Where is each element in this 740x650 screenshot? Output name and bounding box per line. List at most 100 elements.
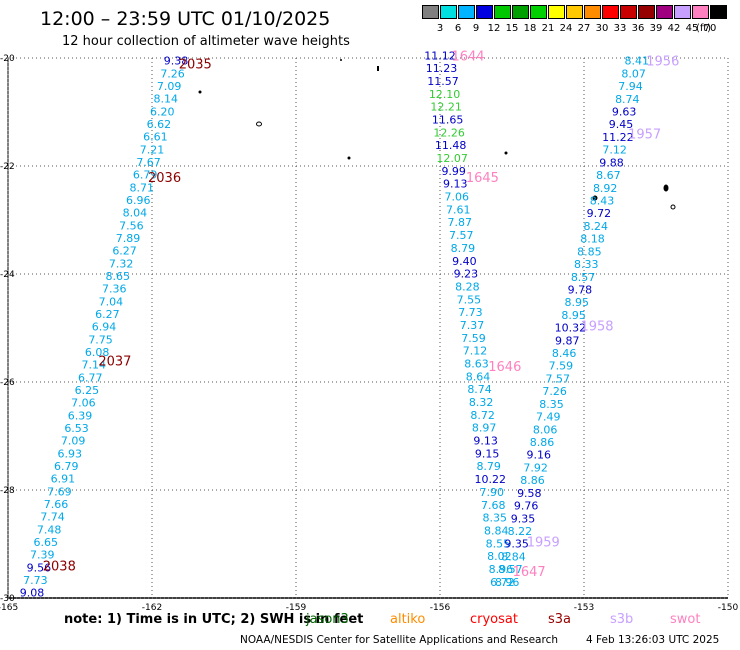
wave-height-value: 7.55 <box>457 293 482 306</box>
scale-swatch <box>692 5 709 19</box>
wave-height-value: 7.09 <box>61 435 86 448</box>
scale-label: 33 <box>613 23 627 34</box>
wave-height-value: 8.96 <box>489 563 514 576</box>
island-marker <box>198 90 202 94</box>
wave-height-value: 8.32 <box>469 396 494 409</box>
track-time-label: 1645 <box>466 171 499 186</box>
scale-label: 18 <box>523 23 537 34</box>
wave-height-value: 7.92 <box>523 461 548 474</box>
wave-height-value: 9.78 <box>568 283 593 296</box>
wave-height-value: 6.77 <box>78 371 103 384</box>
wave-height-value: 9.56 <box>27 561 52 574</box>
island-marker <box>347 156 351 160</box>
wave-height-value: 7.26 <box>542 385 567 398</box>
wave-height-value: 8.06 <box>533 423 558 436</box>
island-marker <box>504 151 508 155</box>
wave-height-value: 12.26 <box>433 126 465 139</box>
wave-height-value: 8.57 <box>498 563 523 576</box>
wave-height-value: 6.08 <box>85 346 110 359</box>
wave-height-value: 12.07 <box>436 152 468 165</box>
scale-label: 15 <box>505 23 519 34</box>
legend-item-swot: swot <box>670 612 701 627</box>
island-marker <box>670 204 676 210</box>
track-time-label: 1957 <box>628 128 661 143</box>
wave-height-value: 8.43 <box>590 195 615 208</box>
wave-height-value: 8.79 <box>451 242 476 255</box>
wave-height-value: 7.94 <box>618 80 643 93</box>
scale-swatch <box>656 5 673 19</box>
scale-label: 27 <box>577 23 591 34</box>
legend-item-s3b: s3b <box>610 612 634 627</box>
wave-height-value: 6.79 <box>133 169 158 182</box>
wave-height-value: 7.09 <box>157 80 182 93</box>
scale-swatch <box>512 5 529 19</box>
wave-height-value: 7.66 <box>44 498 69 511</box>
wave-height-value: 11.23 <box>426 62 458 75</box>
track-time-label: 2036 <box>148 171 181 186</box>
wave-height-value: 7.14 <box>81 359 106 372</box>
credit-line: NOAA/NESDIS Center for Satellite Applica… <box>240 634 558 646</box>
wave-height-value: 8.71 <box>129 181 154 194</box>
track-s3a: 8.418.077.948.749.639.4511.227.129.888.6… <box>495 55 679 589</box>
wave-height-value: 7.26 <box>160 67 185 80</box>
wave-height-value: 9.23 <box>454 268 479 281</box>
lat-tick-label: -22 <box>0 162 15 172</box>
wave-height-value: 7.57 <box>449 229 474 242</box>
wave-height-value: 7.75 <box>88 333 113 346</box>
wave-height-value: 7.69 <box>47 485 72 498</box>
wave-height-value: 8.35 <box>483 512 508 525</box>
scale-label: 21 <box>541 23 555 34</box>
legend-item-altiko: altiko <box>390 612 426 627</box>
island-marker <box>377 66 379 71</box>
lon-tick-label: -159 <box>286 603 307 612</box>
wave-height-value: 7.74 <box>40 511 65 524</box>
lat-tick-label: -24 <box>0 270 15 280</box>
scale-label: 3 <box>436 23 444 34</box>
scale-label: 42 <box>667 23 681 34</box>
wave-height-value: 7.61 <box>446 203 471 216</box>
scale-swatch <box>548 5 565 19</box>
wave-height-value: 9.16 <box>527 449 552 462</box>
wave-height-value: 6.79 <box>54 460 79 473</box>
wave-height-value: 8.95 <box>561 309 586 322</box>
track-time-label: 1956 <box>646 55 679 70</box>
track-time-label: 1959 <box>527 535 560 550</box>
wave-height-value: 8.92 <box>593 182 618 195</box>
wave-height-value: 11.12 <box>424 49 456 62</box>
wave-height-value: 8.64 <box>466 370 491 383</box>
wave-height-value: 6.94 <box>92 321 117 334</box>
scale-swatch <box>422 5 439 19</box>
wave-height-value: 11.48 <box>435 139 467 152</box>
wave-height-value: 9.15 <box>475 447 500 460</box>
wave-height-value: 7.73 <box>23 574 48 587</box>
wave-height-value: 7.37 <box>460 319 485 332</box>
scale-unit: (ft) <box>696 23 712 34</box>
track-time-label: 2037 <box>98 354 131 369</box>
wave-height-value: 6.93 <box>57 447 82 460</box>
map-grid <box>7 57 729 599</box>
scale-label: 6 <box>454 23 462 34</box>
scale-swatch <box>674 5 691 19</box>
legend-item-cryosat: cryosat <box>470 612 518 627</box>
island-marker <box>256 121 262 127</box>
wave-height-value: 7.67 <box>136 156 161 169</box>
wave-height-value: 11.57 <box>427 75 459 88</box>
wave-height-value: 7.21 <box>140 143 165 156</box>
wave-height-value: 7.59 <box>461 332 486 345</box>
wave-height-value: 7.87 <box>448 216 473 229</box>
scale-swatch <box>530 5 547 19</box>
wave-height-value: 7.56 <box>119 219 144 232</box>
axis-ticks: -20 -22 -24 -26 -28 -30-165 -162 -159 -156 -153 -1… <box>0 54 738 612</box>
wave-height-value: 6.65 <box>33 536 58 549</box>
wave-height-value: 7.68 <box>481 499 506 512</box>
wave-height-value: 12.10 <box>429 88 461 101</box>
island-marker <box>592 195 598 201</box>
scale-swatch <box>602 5 619 19</box>
wave-height-value: 7.48 <box>37 523 62 536</box>
wave-height-value: 8.07 <box>621 67 646 80</box>
wave-height-value: 6.91 <box>51 473 76 486</box>
scale-swatch <box>620 5 637 19</box>
wave-height-value: 8.28 <box>455 280 480 293</box>
scale-label: 9 <box>472 23 480 34</box>
wave-height-value: 7.73 <box>458 306 483 319</box>
